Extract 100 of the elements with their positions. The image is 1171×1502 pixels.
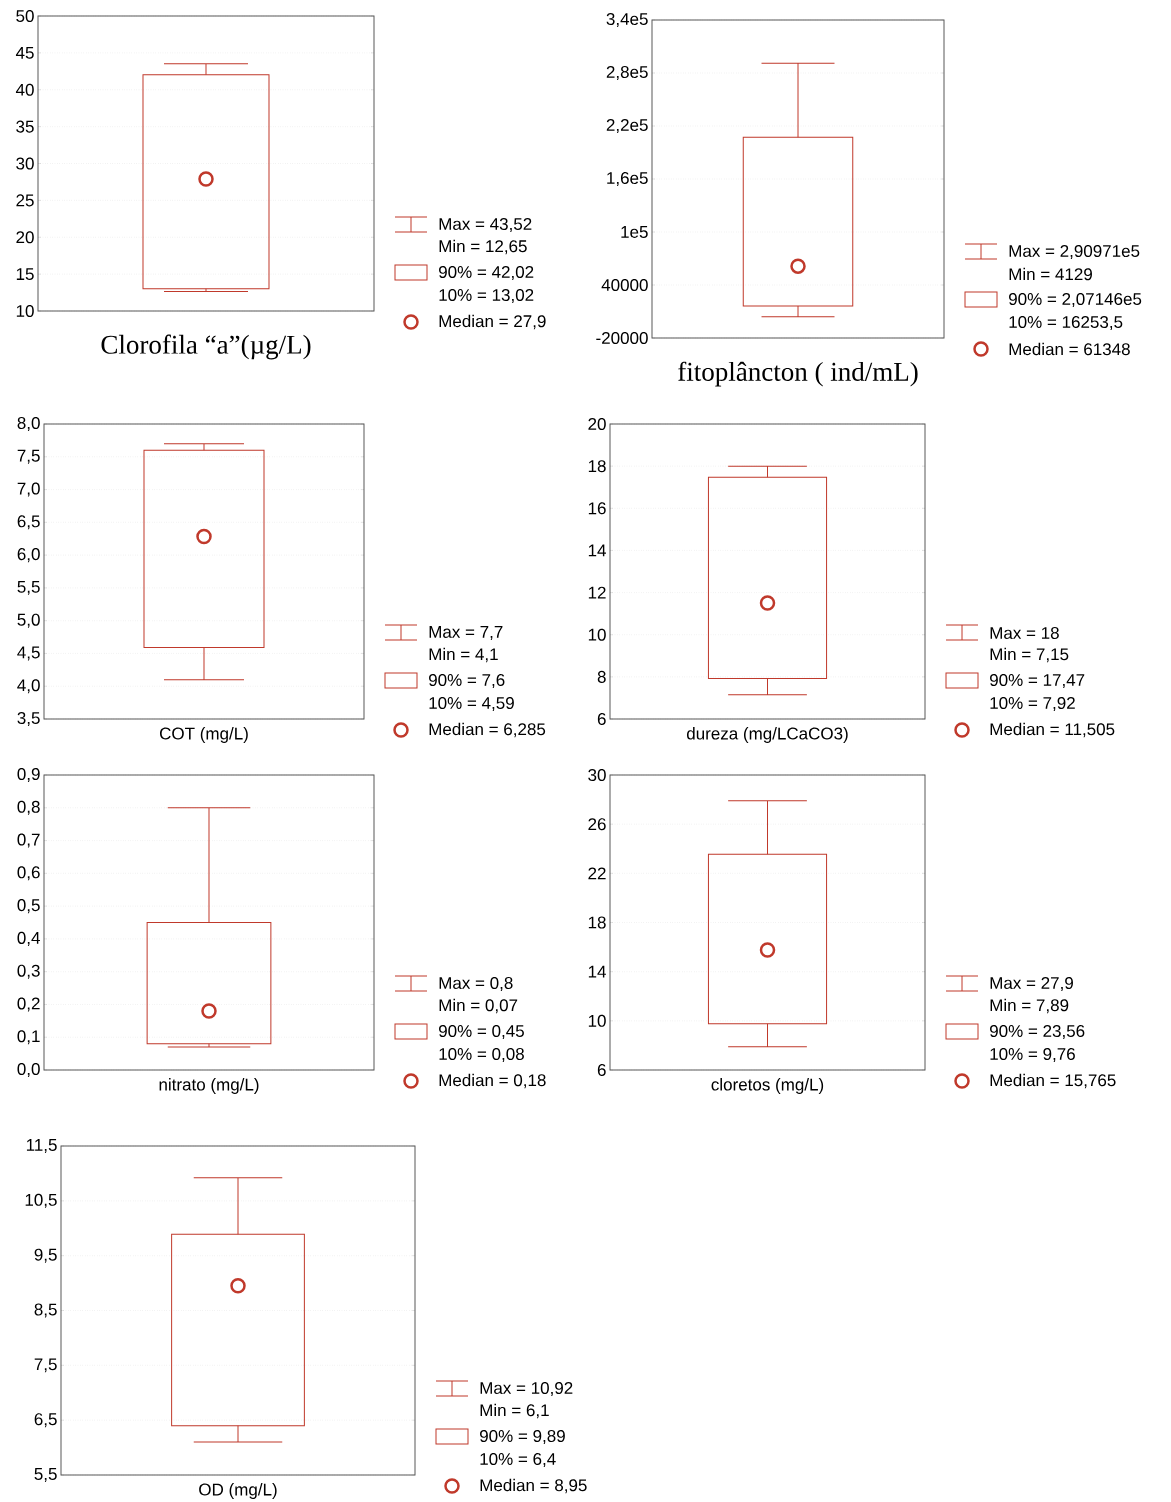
y-tick-label: 6 bbox=[597, 712, 606, 726]
text: Median = 11,505 bbox=[990, 722, 1115, 738]
text: Median = 8,95 bbox=[480, 1478, 587, 1494]
y-tick-label: 10 bbox=[588, 1014, 606, 1027]
text: Max = 27,9 bbox=[990, 976, 1073, 992]
text: Median = 0,18 bbox=[439, 1073, 546, 1089]
y-tick-label: 0,7 bbox=[17, 833, 40, 848]
y-tick-label: 10 bbox=[16, 304, 34, 318]
y-tick-label: 0,0 bbox=[17, 1062, 40, 1078]
text: Max = 7,7 bbox=[429, 626, 503, 640]
text: 90% = 42,02 bbox=[439, 265, 534, 281]
y-tick-label: 0,3 bbox=[17, 964, 40, 979]
y-tick-label: 40000 bbox=[601, 278, 648, 292]
text: 10% = 13,02 bbox=[439, 288, 534, 304]
y-tick-label: 0,4 bbox=[17, 931, 40, 946]
y-tick-label: 6 bbox=[597, 1063, 606, 1077]
text: Median = 6,285 bbox=[429, 722, 546, 738]
y-tick-label: -20000 bbox=[596, 331, 648, 345]
text: 90% = 0,45 bbox=[439, 1024, 524, 1040]
text: Min = 7,89 bbox=[990, 998, 1069, 1014]
text: Min = 4,1 bbox=[429, 647, 498, 663]
y-tick-label: 16 bbox=[588, 502, 606, 515]
y-tick-label: 35 bbox=[16, 120, 34, 133]
y-tick-label: 45 bbox=[15, 46, 34, 59]
y-tick-label: 22 bbox=[588, 867, 606, 880]
text: 10% = 9,76 bbox=[990, 1047, 1075, 1063]
x-axis-title: dureza (mg/LCaCO3) bbox=[686, 727, 848, 743]
text: 90% = 23,56 bbox=[990, 1024, 1085, 1040]
text: 90% = 2,07146e5 bbox=[1009, 292, 1142, 308]
text: Max = 2,90971e5 bbox=[1009, 244, 1140, 260]
y-tick-label: 5,5 bbox=[17, 580, 40, 595]
y-tick-label: 40 bbox=[15, 83, 34, 96]
text: 90% = 9,89 bbox=[480, 1429, 565, 1445]
text: 10% = 0,08 bbox=[439, 1047, 524, 1063]
x-axis-title: cloretos (mg/L) bbox=[711, 1078, 824, 1094]
y-tick-label: 0,5 bbox=[17, 899, 40, 914]
text: 10% = 16253,5 bbox=[1009, 315, 1123, 331]
text: Max = 43,52 bbox=[439, 217, 532, 233]
y-tick-label: 20 bbox=[16, 231, 34, 244]
y-tick-label: 8 bbox=[597, 670, 606, 683]
x-axis-title: nitrato (mg/L) bbox=[159, 1078, 259, 1094]
y-tick-label: 6,5 bbox=[17, 515, 40, 530]
y-tick-label: 30 bbox=[588, 768, 606, 782]
y-tick-label: 14 bbox=[588, 544, 606, 557]
y-tick-label: 26 bbox=[588, 818, 606, 831]
y-tick-label: 2,2e5 bbox=[606, 118, 648, 134]
text: Median = 27,9 bbox=[439, 314, 546, 330]
y-tick-label: 5,0 bbox=[17, 613, 40, 628]
y-tick-label: 1,6e5 bbox=[607, 171, 648, 187]
y-tick-label: 5,5 bbox=[34, 1468, 57, 1482]
text: 90% = 17,47 bbox=[990, 673, 1085, 689]
y-tick-label: 30 bbox=[16, 157, 34, 170]
y-tick-label: 10,5 bbox=[25, 1193, 57, 1208]
y-tick-label: 6,5 bbox=[34, 1413, 57, 1428]
text: Min = 12,65 bbox=[439, 239, 527, 255]
y-tick-label: 8,0 bbox=[17, 416, 40, 432]
y-tick-label: 15 bbox=[16, 268, 34, 281]
y-tick-label: 25 bbox=[16, 194, 34, 207]
text: Min = 6,1 bbox=[480, 1403, 549, 1419]
text: Min = 4129 bbox=[1009, 267, 1092, 281]
y-tick-label: 50 bbox=[16, 9, 34, 23]
text: Median = 61348 bbox=[1009, 342, 1130, 356]
text: Max = 10,92 bbox=[480, 1381, 573, 1397]
y-tick-label: 11,5 bbox=[26, 1139, 57, 1153]
y-tick-label: 10 bbox=[588, 628, 606, 641]
y-tick-label: 0,1 bbox=[17, 1030, 40, 1045]
y-tick-label: 12 bbox=[588, 586, 606, 599]
y-tick-label: 20 bbox=[588, 417, 606, 431]
y-tick-label: 3,4e5 bbox=[606, 12, 648, 28]
y-tick-label: 4,5 bbox=[17, 646, 40, 661]
x-axis-title: Clorofila “a”(µg/L) bbox=[101, 334, 311, 360]
text: Min = 7,15 bbox=[990, 647, 1069, 663]
text: Median = 15,765 bbox=[990, 1073, 1116, 1089]
y-tick-label: 4,0 bbox=[17, 679, 40, 694]
y-tick-label: 9,5 bbox=[34, 1248, 57, 1263]
text: Max = 18 bbox=[990, 626, 1059, 640]
y-tick-label: 3,5 bbox=[17, 711, 40, 727]
x-axis-title: COT (mg/L) bbox=[160, 727, 248, 743]
y-tick-label: 1e5 bbox=[621, 226, 648, 238]
y-tick-label: 7,5 bbox=[34, 1358, 57, 1373]
y-tick-label: 6,0 bbox=[17, 548, 40, 563]
y-tick-label: 0,2 bbox=[17, 997, 40, 1012]
text: Max = 0,8 bbox=[439, 976, 513, 992]
text: Min = 0,07 bbox=[439, 998, 518, 1014]
text: 10% = 4,59 bbox=[429, 696, 514, 712]
y-tick-label: 14 bbox=[588, 965, 606, 978]
y-tick-label: 7,0 bbox=[17, 482, 40, 497]
y-tick-label: 18 bbox=[588, 916, 606, 929]
text: 10% = 6,4 bbox=[480, 1452, 556, 1468]
y-tick-label: 0,6 bbox=[17, 866, 40, 881]
x-axis-title: OD (mg/L) bbox=[199, 1483, 277, 1499]
y-tick-label: 0,8 bbox=[17, 800, 40, 815]
y-tick-label: 8,5 bbox=[34, 1303, 57, 1318]
y-tick-label: 7,5 bbox=[17, 449, 40, 464]
x-axis-title: fitoplâncton ( ind/mL) bbox=[678, 361, 918, 387]
y-tick-label: 2,8e5 bbox=[606, 65, 648, 81]
y-tick-label: 18 bbox=[588, 460, 606, 473]
text: 90% = 7,6 bbox=[429, 673, 505, 689]
y-tick-label: 0,9 bbox=[17, 767, 40, 783]
text: 10% = 7,92 bbox=[990, 696, 1075, 712]
